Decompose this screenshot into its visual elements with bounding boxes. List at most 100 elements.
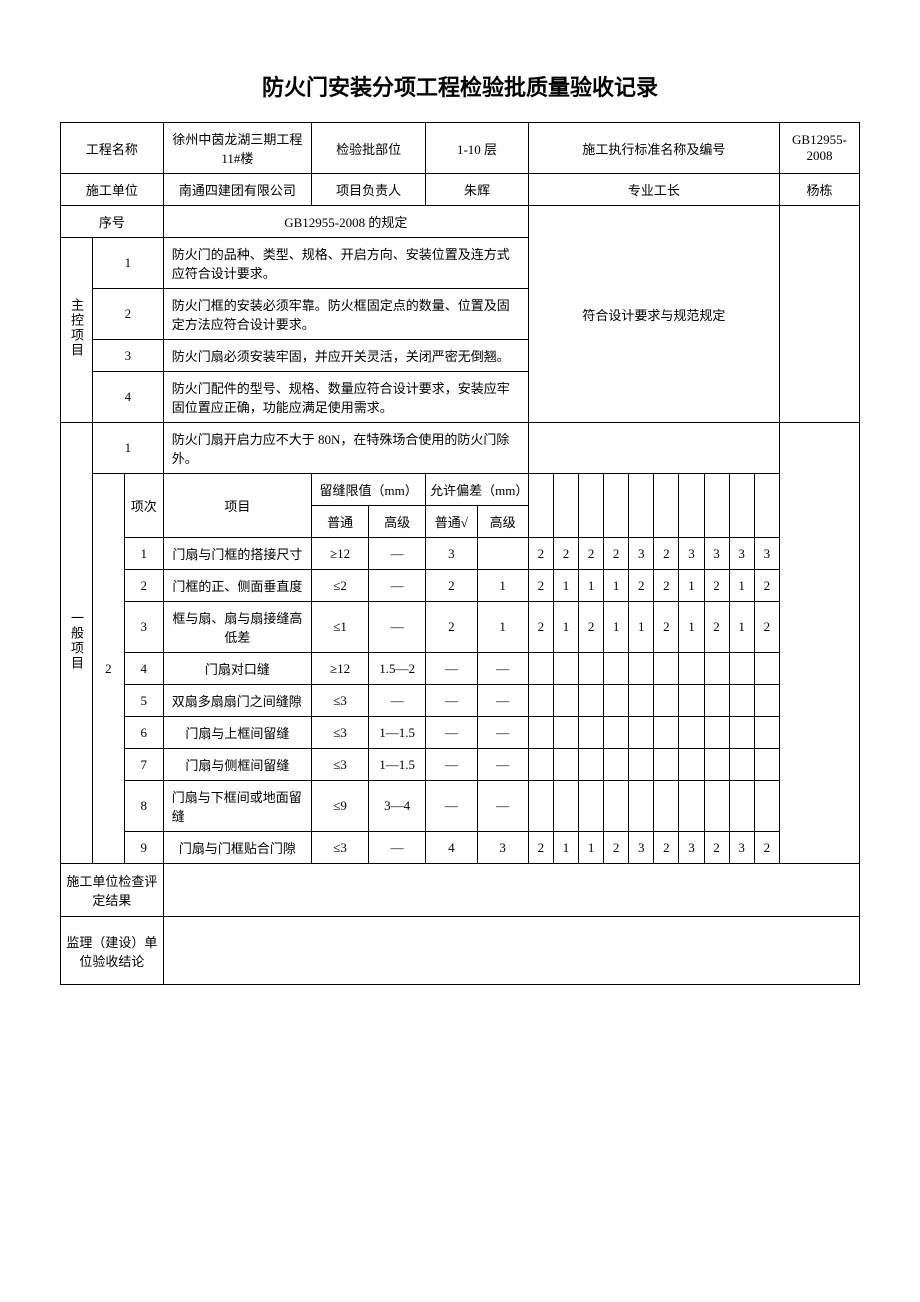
main-item-4-n: 4 (92, 372, 163, 423)
standard-label: 施工执行标准名称及编号 (528, 123, 779, 174)
r4-ado: — (426, 653, 477, 685)
r1-gla: — (369, 538, 426, 570)
r2-m3: 1 (604, 570, 629, 602)
main-item-3-n: 3 (92, 340, 163, 372)
r4-m8 (729, 653, 754, 685)
r1-m0: 2 (528, 538, 553, 570)
r3-m3: 1 (604, 602, 629, 653)
project-name-label: 工程名称 (61, 123, 164, 174)
r3-m2: 2 (579, 602, 604, 653)
m-c8 (704, 474, 729, 538)
r9-ado: 4 (426, 832, 477, 864)
r6-glo: ≤3 (312, 717, 369, 749)
m-c3 (579, 474, 604, 538)
r1-m4: 3 (629, 538, 654, 570)
r2-m0: 2 (528, 570, 553, 602)
main-compliance-cell: 符合设计要求与规范规定 (528, 206, 779, 423)
sub-ad-adv: 高级 (477, 506, 528, 538)
r5-n: 5 (124, 685, 163, 717)
r3-m5: 2 (654, 602, 679, 653)
r1-m6: 3 (679, 538, 704, 570)
r4-m7 (704, 653, 729, 685)
sub-ad-ordcheck: 普通√ (426, 506, 477, 538)
inspection-result-blank (163, 864, 859, 917)
r3-m8: 1 (729, 602, 754, 653)
r2-name: 门框的正、侧面垂直度 (163, 570, 311, 602)
r3-m9: 2 (754, 602, 779, 653)
r1-n: 1 (124, 538, 163, 570)
main-items-section: 主控项目 (61, 238, 93, 423)
r2-m8: 1 (729, 570, 754, 602)
r9-m6: 3 (679, 832, 704, 864)
r2-m7: 2 (704, 570, 729, 602)
project-manager-label: 项目负责人 (312, 174, 426, 206)
r1-m8: 3 (729, 538, 754, 570)
r1-m5: 2 (654, 538, 679, 570)
r1-ada (477, 538, 528, 570)
r9-m3: 2 (604, 832, 629, 864)
r4-m2 (579, 653, 604, 685)
r9-m8: 3 (729, 832, 754, 864)
m-c5 (629, 474, 654, 538)
main-item-1-n: 1 (92, 238, 163, 289)
r2-gla: — (369, 570, 426, 602)
table-row: 9 门扇与门框贴合门隙 ≤3 — 4 3 2 1 1 2 3 2 3 2 3 2 (61, 832, 860, 864)
r8-gla: 3—4 (369, 781, 426, 832)
r3-m1: 1 (553, 602, 578, 653)
r4-n: 4 (124, 653, 163, 685)
r6-n: 6 (124, 717, 163, 749)
table-row: 7 门扇与侧框间留缝 ≤3 1—1.5 — — (61, 749, 860, 781)
r7-gla: 1—1.5 (369, 749, 426, 781)
table-row: 2 门框的正、侧面垂直度 ≤2 — 2 1 2 1 1 1 2 2 1 2 1 … (61, 570, 860, 602)
r3-m6: 1 (679, 602, 704, 653)
main-compliance-blank (779, 206, 859, 423)
r1-m9: 3 (754, 538, 779, 570)
table-row: 6 门扇与上框间留缝 ≤3 1—1.5 — — (61, 717, 860, 749)
r4-name: 门扇对口缝 (163, 653, 311, 685)
r9-gla: — (369, 832, 426, 864)
r1-m7: 3 (704, 538, 729, 570)
r4-m6 (679, 653, 704, 685)
r5-glo: ≤3 (312, 685, 369, 717)
r5-name: 双扇多扇扇门之间缝隙 (163, 685, 311, 717)
table-row: 5 双扇多扇扇门之间缝隙 ≤3 — — — (61, 685, 860, 717)
r3-m7: 2 (704, 602, 729, 653)
r2-m9: 2 (754, 570, 779, 602)
r6-ado: — (426, 717, 477, 749)
main-item-2-n: 2 (92, 289, 163, 340)
r9-m5: 2 (654, 832, 679, 864)
main-item-3-text: 防火门扇必须安装牢固，并应开关灵活，关闭严密无倒翘。 (163, 340, 528, 372)
gb-label: GB12955-2008 的规定 (163, 206, 528, 238)
inspection-result-label: 施工单位检查评定结果 (61, 864, 164, 917)
gen-rightmost-blank (779, 423, 859, 864)
r9-m7: 2 (704, 832, 729, 864)
r5-gla: — (369, 685, 426, 717)
r4-gla: 1.5—2 (369, 653, 426, 685)
r5-ada: — (477, 685, 528, 717)
r9-m2: 1 (579, 832, 604, 864)
standard-value: GB12955-2008 (779, 123, 859, 174)
inspection-record-table: 工程名称 徐州中茵龙湖三期工程 11#楼 检验批部位 1-10 层 施工执行标准… (60, 122, 860, 985)
r2-ada: 1 (477, 570, 528, 602)
serial-label: 序号 (61, 206, 164, 238)
r2-m1: 1 (553, 570, 578, 602)
construction-unit-label: 施工单位 (61, 174, 164, 206)
r5-ado: — (426, 685, 477, 717)
r6-ada: — (477, 717, 528, 749)
table-row: 1 门扇与门框的搭接尺寸 ≥12 — 3 2 2 2 2 3 2 3 3 3 3 (61, 538, 860, 570)
r3-m4: 1 (629, 602, 654, 653)
inspection-part-value: 1-10 层 (426, 123, 529, 174)
supervision-conclusion-blank (163, 917, 859, 985)
r1-glo: ≥12 (312, 538, 369, 570)
r3-ada: 1 (477, 602, 528, 653)
r1-m2: 2 (579, 538, 604, 570)
r4-m5 (654, 653, 679, 685)
m-c9 (729, 474, 754, 538)
r7-glo: ≤3 (312, 749, 369, 781)
r8-n: 8 (124, 781, 163, 832)
r6-name: 门扇与上框间留缝 (163, 717, 311, 749)
r4-ada: — (477, 653, 528, 685)
supervision-conclusion-label: 监理（建设）单位验收结论 (61, 917, 164, 985)
main-item-2-text: 防火门框的安装必须牢靠。防火框固定点的数量、位置及固定方法应符合设计要求。 (163, 289, 528, 340)
r2-ado: 2 (426, 570, 477, 602)
